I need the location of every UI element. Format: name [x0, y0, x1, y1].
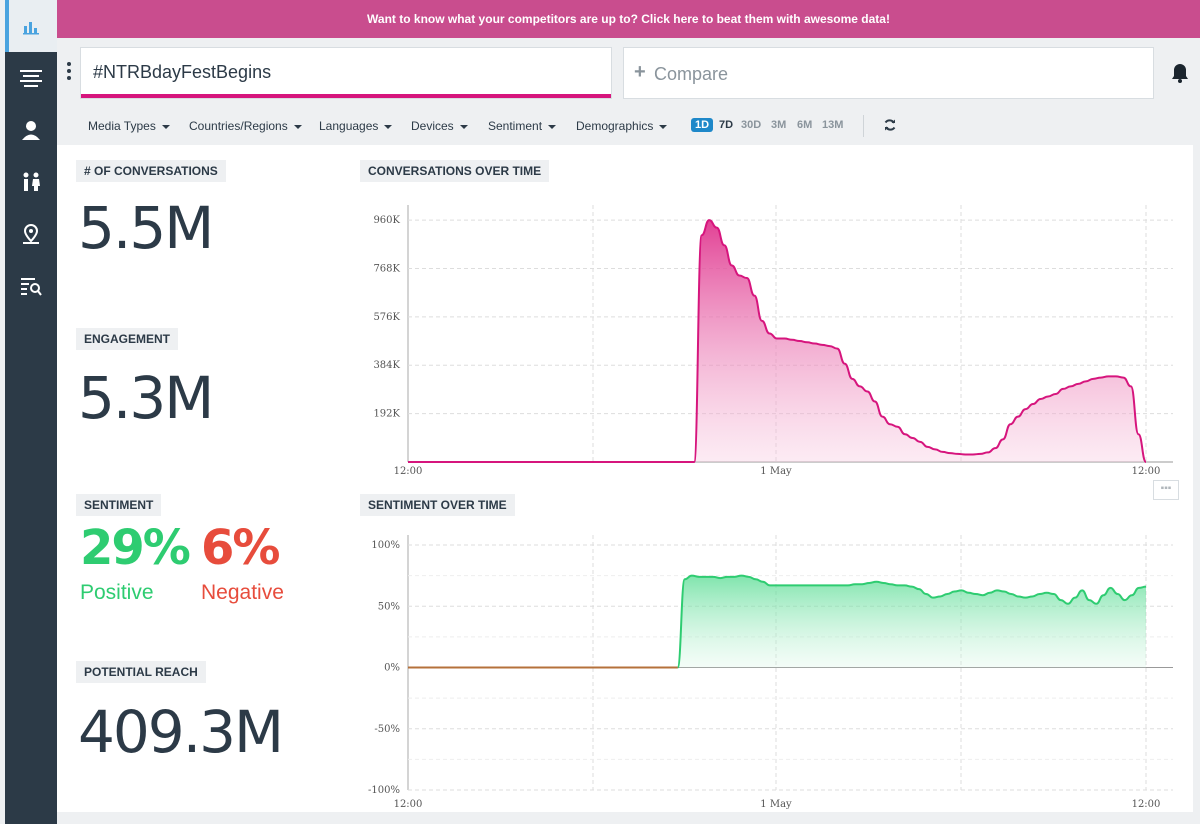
nav-locations[interactable]	[5, 208, 57, 260]
bar-chart-icon	[23, 22, 39, 35]
sidebar	[5, 0, 57, 824]
sentiment-chart-title: SENTIMENT OVER TIME	[360, 494, 515, 516]
sentiment-y-tick: -50%	[374, 724, 400, 735]
kebab-menu-icon[interactable]	[66, 62, 72, 82]
negative-value: 6%	[201, 520, 280, 576]
nav-demographics[interactable]	[5, 156, 57, 208]
map-pin-icon	[23, 223, 39, 244]
conversations-y-tick: 192K	[373, 409, 400, 420]
nav-influencers[interactable]	[5, 104, 57, 156]
conversations-series-area	[408, 220, 1146, 462]
compare-placeholder: Compare	[654, 64, 729, 84]
range-7d[interactable]: 7D	[719, 119, 734, 131]
conversations-value: 5.5M	[78, 194, 214, 262]
reach-value: 409.3M	[78, 698, 284, 766]
filter-divider	[863, 115, 864, 137]
conversations-chart: 192K 384K 576K 768K 960K 12:00 1 May 12:00	[373, 205, 1173, 477]
stream-icon	[20, 70, 42, 87]
conversations-chart-title: CONVERSATIONS OVER TIME	[360, 160, 550, 182]
sentiment-x-tick: 12:00	[1132, 799, 1161, 810]
more-options-button[interactable]: ▪▪▪	[1153, 480, 1179, 500]
nav-search-list[interactable]	[5, 260, 57, 312]
filter-countries-regions[interactable]: Countries/Regions	[189, 119, 302, 133]
filter-media-types[interactable]: Media Types	[88, 119, 170, 133]
refresh-icon[interactable]	[883, 118, 897, 132]
sentiment-x-tick: 1 May	[760, 799, 792, 810]
positive-value: 29%	[80, 520, 191, 576]
search-input[interactable]: #NTRBdayFestBegins	[80, 47, 612, 99]
range-1d[interactable]: 1D	[691, 118, 714, 132]
plus-icon: +	[634, 61, 646, 83]
dashboard-content	[57, 145, 1193, 812]
sentiment-series-area	[677, 575, 1146, 668]
filter-devices[interactable]: Devices	[411, 119, 468, 133]
sentiment-y-tick: 0%	[384, 663, 400, 674]
nav-analytics[interactable]	[5, 0, 57, 52]
promo-banner-text: Want to know what your competitors are u…	[367, 12, 890, 26]
filter-bar: Media Types Countries/Regions Languages …	[57, 108, 1200, 144]
conversations-x-tick: 12:00	[394, 466, 423, 477]
conversations-label: # OF CONVERSATIONS	[76, 160, 226, 182]
conversations-series-line	[408, 219, 1147, 463]
negative-label: Negative	[201, 581, 284, 604]
search-input-underline	[81, 94, 611, 98]
bell-icon[interactable]	[1170, 62, 1190, 84]
promo-banner[interactable]: Want to know what your competitors are u…	[57, 0, 1200, 38]
engagement-label: ENGAGEMENT	[76, 328, 179, 350]
sentiment-chart: 100% 50% 0% -50% -100% 12:00 1 May 12:00	[368, 535, 1173, 810]
search-input-value: #NTRBdayFestBegins	[93, 62, 272, 82]
nav-streams[interactable]	[5, 52, 57, 104]
people-icon	[23, 172, 40, 191]
sentiment-label: SENTIMENT	[76, 494, 162, 516]
filter-demographics[interactable]: Demographics	[576, 119, 667, 133]
conversations-x-tick: 1 May	[760, 466, 792, 477]
sentiment-x-tick: 12:00	[394, 799, 423, 810]
positive-label: Positive	[80, 581, 154, 604]
conversations-y-tick: 576K	[373, 312, 400, 323]
reach-label: POTENTIAL REACH	[76, 661, 206, 683]
sentiment-y-tick: 100%	[371, 540, 400, 551]
range-6m[interactable]: 6M	[797, 119, 813, 131]
sentiment-y-tick: -100%	[368, 785, 400, 796]
range-13m[interactable]: 13M	[822, 119, 844, 131]
sentiment-series-line	[676, 574, 1147, 669]
conversations-x-tick: 12:00	[1132, 466, 1161, 477]
filter-languages[interactable]: Languages	[319, 119, 392, 133]
range-30d[interactable]: 30D	[741, 119, 762, 131]
range-3m[interactable]: 3M	[771, 119, 787, 131]
filter-sentiment[interactable]: Sentiment	[488, 119, 556, 133]
list-search-icon	[21, 278, 42, 296]
conversations-y-tick: 768K	[373, 263, 400, 274]
user-icon	[22, 121, 40, 140]
conversations-y-tick: 960K	[373, 215, 400, 226]
sentiment-y-tick: 50%	[378, 601, 400, 612]
engagement-value: 5.3M	[78, 364, 214, 432]
compare-input[interactable]: + Compare	[623, 47, 1154, 99]
conversations-y-tick: 384K	[373, 360, 400, 371]
